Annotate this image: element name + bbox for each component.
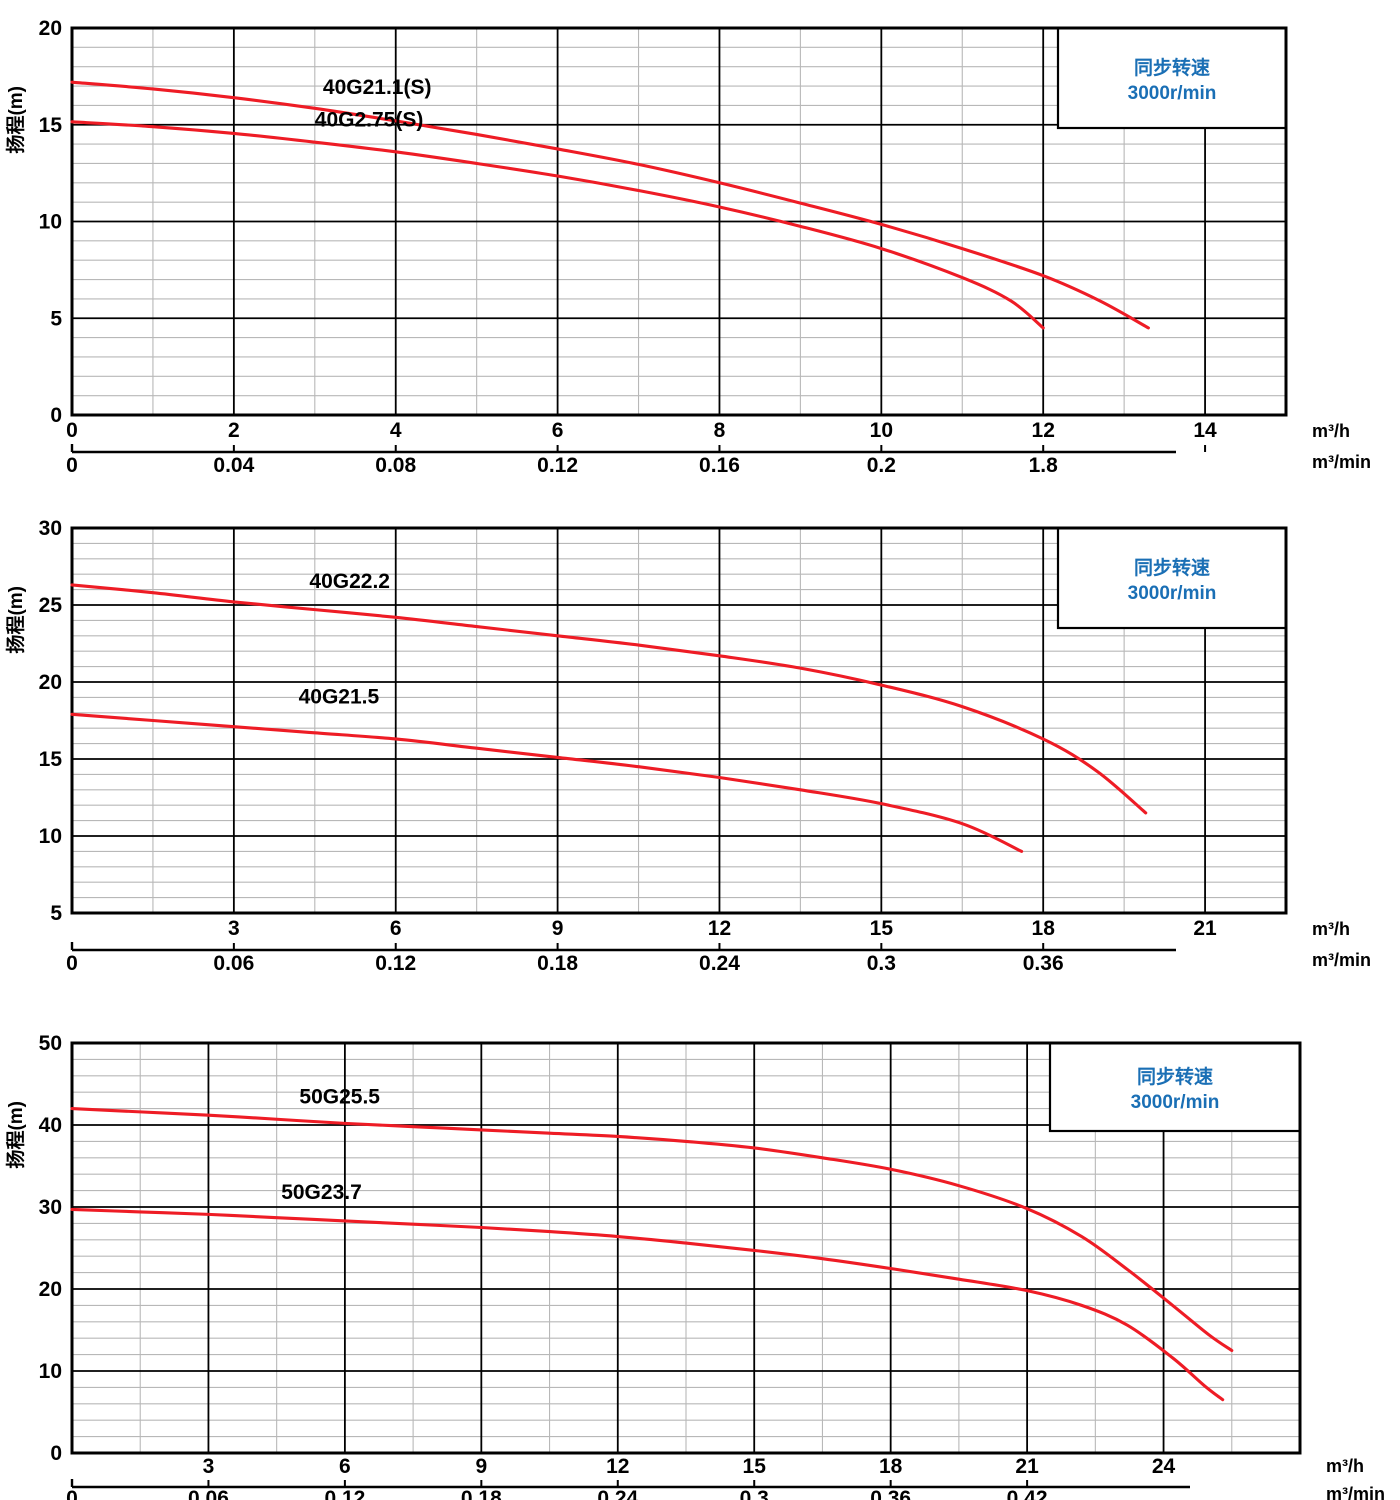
y-tick-label: 40: [39, 1114, 62, 1137]
x-tick-label-secondary: 0.24: [699, 952, 740, 975]
x-tick-label-primary: 24: [1152, 1455, 1176, 1478]
x-tick-label-secondary: 0.42: [1007, 1487, 1048, 1500]
y-tick-label: 20: [39, 671, 62, 694]
curve-label: 40G21.5: [299, 686, 380, 709]
y-tick-label: 15: [39, 114, 63, 137]
chart-panel-1: 同步转速 3000r/min 40G21.1(S) 40G2.75(S) 0 5 10 15 2…: [0, 0, 1400, 500]
x-tick-label-primary: 6: [552, 419, 564, 442]
y-tick-label: 20: [39, 1278, 62, 1301]
curve-label: 40G21.1(S): [323, 76, 432, 99]
legend-box: 同步转速 3000r/min: [1056, 526, 1288, 630]
x-tick-label-secondary: 0.08: [375, 454, 416, 477]
curve-label: 50G25.5: [299, 1086, 380, 1109]
chart-2: 同步转速3000r/min40G22.240G21.551015202530扬程…: [4, 517, 1371, 975]
curve-50G25.5: [70, 1107, 1234, 1353]
legend-line-1: 同步转速: [1137, 1065, 1213, 1088]
chart-1: 同步转速 3000r/min 40G21.1(S) 40G2.75(S) 0 5 10 15 2…: [4, 17, 1371, 477]
x-tick-label-secondary: 0: [66, 1487, 78, 1500]
y-tick-label: 10: [39, 211, 62, 234]
y-axis-title: 扬程(m): [4, 586, 27, 654]
x-tick-label-secondary: 0.12: [537, 454, 578, 477]
x-tick-label-primary: 6: [339, 1455, 351, 1478]
x-tick-label-primary: 10: [870, 419, 893, 442]
y-tick-label: 50: [39, 1032, 62, 1055]
x-tick-label-primary: 0: [66, 419, 78, 442]
x-tick-label-secondary: 0.3: [740, 1487, 769, 1500]
x-tick-label-primary: 9: [552, 917, 564, 940]
unit-label-primary: m³/h: [1326, 1456, 1364, 1476]
x-tick-label-secondary: 0.12: [375, 952, 416, 975]
y-tick-label: 25: [39, 594, 63, 617]
x-tick-label-secondary: 0.12: [324, 1487, 365, 1500]
y-tick-label: 30: [39, 1196, 62, 1219]
x-tick-label-secondary: 0: [66, 454, 78, 477]
x-tick-label-secondary: 0.36: [1023, 952, 1064, 975]
unit-label-secondary: m³/min: [1312, 452, 1371, 472]
legend-box: 同步转速 3000r/min: [1056, 26, 1288, 130]
legend-line-2: 3000r/min: [1131, 1092, 1220, 1113]
x-tick-label-secondary: 0.3: [867, 952, 896, 975]
chart-panel-2: 同步转速 3000r/min 40G22.2 40G21.5 5 10 15 20 25 30 扬程…: [0, 505, 1400, 1025]
y-tick-label: 30: [39, 517, 62, 540]
x-tick-label-primary: 18: [1032, 917, 1056, 940]
x-tick-label-secondary: 0.16: [699, 454, 740, 477]
x-tick-label-primary: 15: [743, 1455, 767, 1478]
curve-40G22.2: [70, 583, 1148, 815]
x-tick-label-secondary: 0.18: [537, 952, 578, 975]
x-tick-label-primary: 4: [390, 419, 402, 442]
curve-label: 50G23.7: [281, 1181, 362, 1204]
legend-line-1: 同步转速: [1134, 56, 1210, 79]
x-tick-label-secondary: 1.8: [1029, 454, 1059, 477]
x-tick-label-primary: 3: [228, 917, 240, 940]
legend-line-2: 3000r/min: [1128, 583, 1217, 604]
y-tick-label: 15: [39, 748, 63, 771]
y-axis-title: 扬程(m): [4, 86, 27, 154]
unit-label-primary: m³/h: [1312, 421, 1350, 441]
x-tick-label-secondary: 0.06: [188, 1487, 229, 1500]
x-tick-label-primary: 6: [390, 917, 402, 940]
curve-40G21.5: [70, 712, 1024, 853]
x-tick-label-primary: 8: [714, 419, 726, 442]
y-tick-label: 5: [50, 902, 62, 925]
x-tick-label-primary: 12: [708, 917, 731, 940]
x-tick-label-primary: 12: [606, 1455, 629, 1478]
x-tick-label-primary: 2: [228, 419, 240, 442]
legend-box: 同步转速 3000r/min: [1048, 1041, 1302, 1133]
x-tick-label-secondary: 0.36: [870, 1487, 911, 1500]
y-tick-label: 10: [39, 1360, 62, 1383]
x-tick-label-secondary: 0.24: [597, 1487, 638, 1500]
y-tick-label: 0: [50, 404, 62, 427]
unit-label-secondary: m³/min: [1312, 950, 1371, 970]
chart-3: 同步转速3000r/min50G25.550G23.701020304050扬程…: [4, 1032, 1385, 1500]
x-tick-label-primary: 9: [475, 1455, 487, 1478]
curve-label: 40G2.75(S): [315, 109, 424, 132]
x-tick-label-primary: 12: [1032, 419, 1055, 442]
x-tick-label-primary: 15: [870, 917, 894, 940]
legend-line-1: 同步转速: [1134, 556, 1210, 579]
x-tick-label-primary: 21: [1193, 917, 1217, 940]
x-tick-label-primary: 14: [1193, 419, 1217, 442]
curve-40G21.1S: [70, 80, 1150, 330]
x-tick-label-primary: 18: [879, 1455, 903, 1478]
chart-panel-3: 同步转速 3000r/min 50G25.5 50G23.7 0 10 20 30 40 50 扬程…: [0, 1025, 1400, 1500]
unit-label-primary: m³/h: [1312, 919, 1350, 939]
curve-50G23.7: [70, 1207, 1225, 1402]
legend-line-2: 3000r/min: [1128, 83, 1217, 104]
y-tick-label: 10: [39, 825, 62, 848]
y-axis-title: 扬程(m): [4, 1101, 27, 1169]
x-tick-label-secondary: 0.2: [867, 454, 896, 477]
x-tick-label-primary: 21: [1015, 1455, 1039, 1478]
unit-label-secondary: m³/min: [1326, 1484, 1385, 1500]
curve-40G2.75S: [70, 120, 1045, 330]
x-tick-label-secondary: 0: [66, 952, 78, 975]
x-tick-label-primary: 3: [203, 1455, 215, 1478]
y-tick-label: 0: [50, 1442, 62, 1465]
y-tick-label: 20: [39, 17, 62, 40]
x-tick-label-secondary: 0.04: [213, 454, 254, 477]
x-tick-label-secondary: 0.18: [461, 1487, 502, 1500]
curve-label: 40G22.2: [309, 570, 390, 593]
y-tick-label: 5: [50, 307, 62, 330]
x-tick-label-secondary: 0.06: [213, 952, 254, 975]
